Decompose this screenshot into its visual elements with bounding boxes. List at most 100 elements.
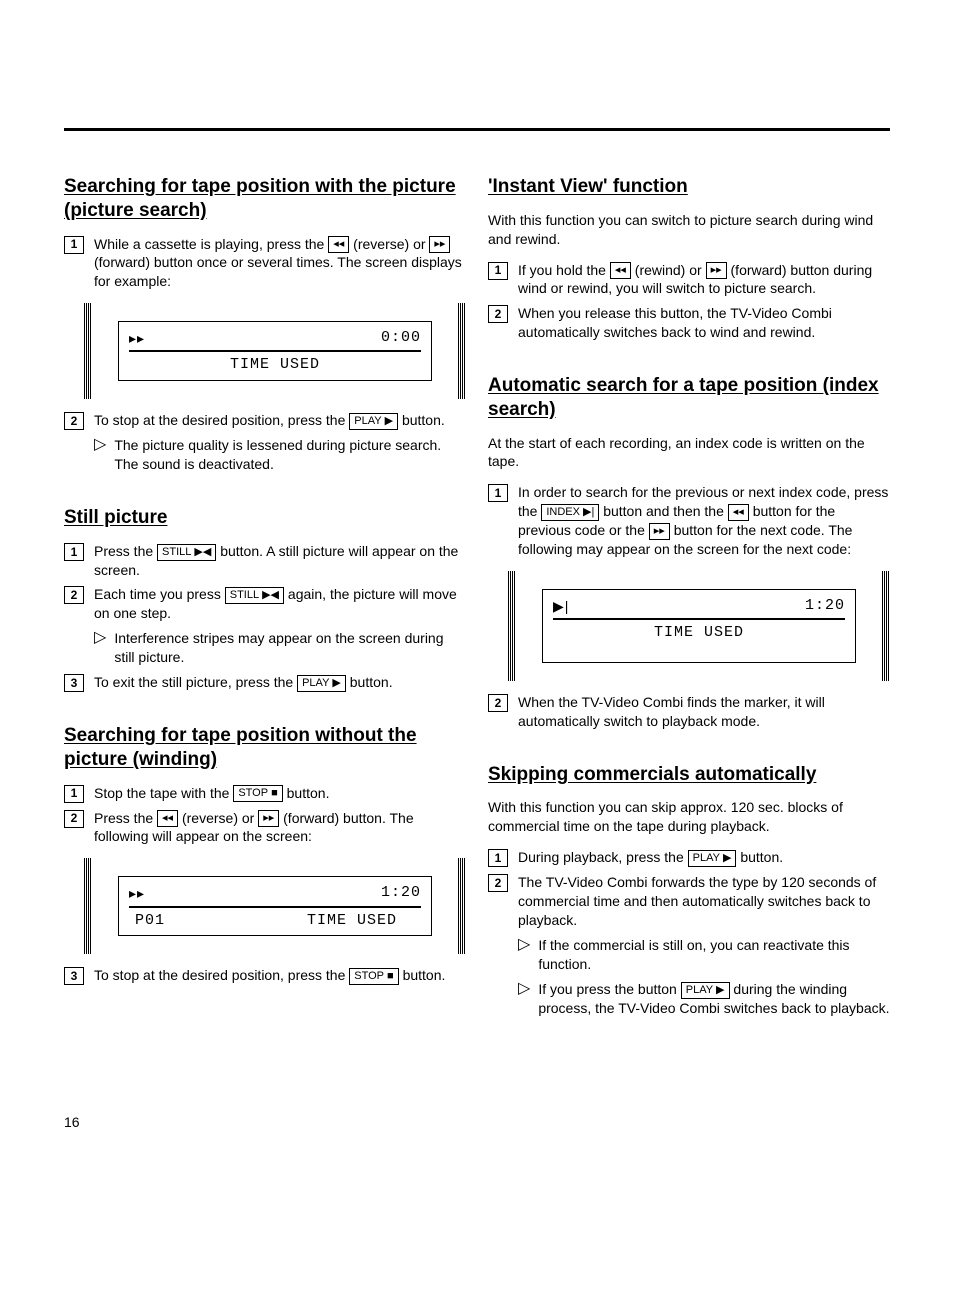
step-number-2: 2	[488, 874, 508, 892]
play-button-label: PLAY▶	[688, 850, 737, 867]
top-rule	[64, 128, 890, 131]
heading-picture-search: Searching for tape position with the pic…	[64, 175, 466, 223]
step-row: 2 When the TV-Video Combi finds the mark…	[488, 693, 890, 731]
screen-display-1: ▸▸ 0:00 TIME USED	[84, 303, 466, 399]
display-content: ▶| 1:20 TIME USED	[542, 589, 856, 663]
step-text: During playback, press the PLAY▶ button.	[518, 848, 890, 867]
display-row-2: P01 TIME USED	[129, 908, 421, 931]
right-column: 'Instant View' function With this functi…	[488, 175, 890, 1023]
fast-forward-icon: ▸▸	[129, 884, 145, 903]
step-number-1: 1	[488, 262, 508, 280]
step-text: The TV-Video Combi forwards the type by …	[518, 873, 890, 930]
step-number-3: 3	[64, 674, 84, 692]
index-button-label: INDEX▶|	[541, 504, 599, 521]
display-side-left	[84, 858, 92, 954]
text-fragment: button and then the	[603, 503, 728, 519]
display-row-1: ▶| 1:20	[553, 596, 845, 620]
step-row: 1 Press the STILL▶◀ button. A still pict…	[64, 542, 466, 580]
text-fragment: During playback, press the	[518, 849, 688, 865]
step-number-3: 3	[64, 967, 84, 985]
step-text: When you release this button, the TV-Vid…	[518, 304, 890, 342]
note-row: ▷ If the commercial is still on, you can…	[488, 936, 890, 974]
step-row: 2 The TV-Video Combi forwards the type b…	[488, 873, 890, 930]
text-fragment: If you press the button	[538, 981, 680, 997]
display-program: P01	[135, 911, 165, 931]
stop-button-label: STOP■	[233, 785, 282, 802]
display-row-1: ▸▸ 0:00	[129, 328, 421, 352]
page-number: 16	[64, 1113, 890, 1132]
step-row: 1 Stop the tape with the STOP■ button.	[64, 784, 466, 803]
button-text: PLAY	[354, 414, 381, 429]
rewind-icon: ◂◂	[728, 504, 749, 521]
step-row: 3 To exit the still picture, press the P…	[64, 673, 466, 692]
next-icon: ▶|	[553, 597, 569, 616]
screen-display-3: ▶| 1:20 TIME USED	[508, 571, 890, 681]
note-row: ▷ The picture quality is lessened during…	[64, 436, 466, 474]
text-fragment: button.	[403, 967, 446, 983]
text-fragment: While a cassette is playing, press the	[94, 236, 328, 252]
display-label: TIME USED	[230, 355, 320, 375]
display-side-right	[458, 303, 466, 399]
fast-forward-icon: ▸▸	[429, 236, 450, 253]
stop-button-label: STOP■	[349, 968, 398, 985]
text-fragment: Press the	[94, 810, 157, 826]
rewind-icon: ◂◂	[157, 810, 178, 827]
step-number-2: 2	[64, 586, 84, 604]
display-time: 1:20	[805, 596, 845, 616]
display-content: ▸▸ 0:00 TIME USED	[118, 321, 432, 381]
step-row: 2 Press the ◂◂ (reverse) or ▸▸ (forward)…	[64, 809, 466, 847]
step-number-1: 1	[64, 543, 84, 561]
step-number-1: 1	[488, 484, 508, 502]
step-row: 1 While a cassette is playing, press the…	[64, 235, 466, 292]
text-fragment: (reverse) or	[182, 810, 258, 826]
info-icon: ▷	[518, 981, 530, 997]
step-text: In order to search for the previous or n…	[518, 483, 890, 559]
display-content: ▸▸ 1:20 P01 TIME USED	[118, 876, 432, 936]
display-row-2: TIME USED	[129, 352, 421, 375]
step-number-1: 1	[488, 849, 508, 867]
fast-forward-icon: ▸▸	[706, 262, 727, 279]
heading-skip-commercials: Skipping commercials automatically	[488, 763, 890, 787]
step-text: While a cassette is playing, press the ◂…	[94, 235, 466, 292]
text-fragment: If you hold the	[518, 262, 610, 278]
heading-winding: Searching for tape position without the …	[64, 724, 466, 772]
note-text: If the commercial is still on, you can r…	[538, 936, 890, 974]
heading-instant-view: 'Instant View' function	[488, 175, 890, 199]
still-button-label: STILL▶◀	[225, 587, 284, 604]
display-side-right	[882, 571, 890, 681]
intro-text: With this function you can switch to pic…	[488, 211, 890, 249]
note-row: ▷ Interference stripes may appear on the…	[64, 629, 466, 667]
note-row: ▷ If you press the button PLAY▶ during t…	[488, 980, 890, 1018]
step-number-1: 1	[64, 236, 84, 254]
text-fragment: Stop the tape with the	[94, 785, 233, 801]
fast-forward-icon: ▸▸	[649, 523, 670, 540]
note-text: Interference stripes may appear on the s…	[114, 629, 466, 667]
intro-text: With this function you can skip approx. …	[488, 798, 890, 836]
text-fragment: (forward) button once or several times. …	[94, 254, 462, 289]
play-button-label: PLAY▶	[681, 982, 730, 999]
button-text: STOP	[354, 969, 384, 984]
display-label: TIME USED	[654, 623, 744, 643]
info-icon: ▷	[518, 937, 530, 953]
display-side-left	[84, 303, 92, 399]
display-side-right	[458, 858, 466, 954]
step-number-1: 1	[64, 785, 84, 803]
text-fragment: button.	[402, 412, 445, 428]
step-text: Press the ◂◂ (reverse) or ▸▸ (forward) b…	[94, 809, 466, 847]
screen-display-2: ▸▸ 1:20 P01 TIME USED	[84, 858, 466, 954]
display-time: 1:20	[381, 883, 421, 903]
step-text: Stop the tape with the STOP■ button.	[94, 784, 466, 803]
play-button-label: PLAY▶	[297, 675, 346, 692]
step-row: 1 In order to search for the previous or…	[488, 483, 890, 559]
text-fragment: (reverse) or	[353, 236, 429, 252]
step-number-2: 2	[488, 694, 508, 712]
text-fragment: Press the	[94, 543, 157, 559]
button-text: PLAY	[693, 851, 720, 866]
button-text: STILL	[162, 545, 191, 560]
heading-still-picture: Still picture	[64, 506, 466, 530]
text-fragment: To stop at the desired position, press t…	[94, 967, 349, 983]
step-text: To stop at the desired position, press t…	[94, 411, 466, 430]
text-fragment: Each time you press	[94, 586, 225, 602]
step-row: 2 When you release this button, the TV-V…	[488, 304, 890, 342]
step-row: 3 To stop at the desired position, press…	[64, 966, 466, 985]
